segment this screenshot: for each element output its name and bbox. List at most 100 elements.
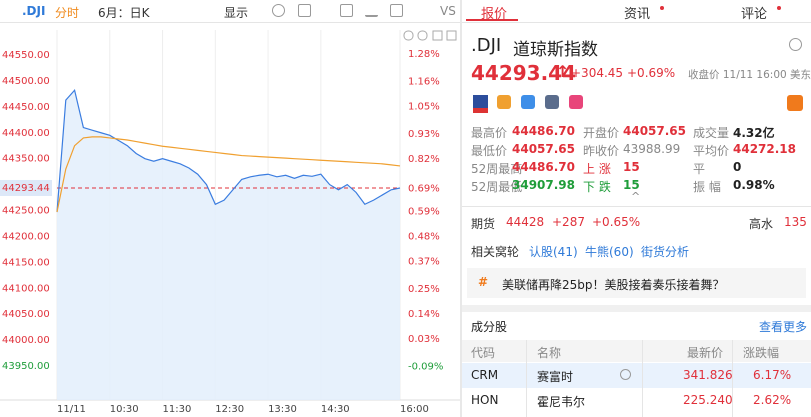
undo-icon bbox=[403, 30, 414, 41]
stat-label: 平 bbox=[693, 162, 706, 176]
y-tick-label: 44100.00 bbox=[2, 283, 50, 294]
stat-label: 振 幅 bbox=[693, 180, 721, 194]
row-price: 225.240 bbox=[683, 393, 733, 407]
row-price: 341.826 bbox=[683, 368, 733, 382]
y2-tick-label: 0.48% bbox=[408, 231, 440, 242]
x-tick-label: 13:30 bbox=[268, 404, 297, 415]
row-name: 赛富时 bbox=[537, 370, 574, 384]
symbol[interactable]: .DJI bbox=[22, 4, 46, 18]
y-tick-label: 44200.00 bbox=[2, 231, 50, 242]
row-code: CRM bbox=[471, 368, 499, 382]
quote-change-pct: +0.69% bbox=[627, 66, 676, 80]
quote-price: 44293.44 bbox=[471, 61, 577, 85]
stat-label: 上 涨 bbox=[583, 162, 611, 176]
draw-icon[interactable] bbox=[365, 4, 378, 17]
y2-tick-label: 0.69% bbox=[408, 183, 440, 194]
stat-value: 0.98% bbox=[733, 178, 775, 192]
y2-tick-label: 1.28% bbox=[408, 49, 440, 60]
stat-value: 44057.65 bbox=[623, 124, 687, 138]
y-tick-label: 44350.00 bbox=[2, 154, 50, 165]
futures-price: 44428 bbox=[506, 215, 545, 229]
futures-change-pct: +0.65% bbox=[592, 215, 641, 229]
checkbox-icon[interactable] bbox=[298, 4, 311, 17]
display-menu[interactable]: 显示 bbox=[224, 6, 249, 20]
y2-tick-label: 0.59% bbox=[408, 206, 440, 217]
badge-icon[interactable] bbox=[497, 95, 511, 109]
y-tick-label: 44050.00 bbox=[2, 309, 50, 320]
tabs-divider bbox=[462, 22, 811, 23]
link[interactable]: 牛熊(60) bbox=[585, 245, 634, 259]
stat-label: 下 跌 bbox=[583, 180, 611, 194]
fullscreen-icon[interactable] bbox=[390, 4, 403, 17]
y-tick-label: 43950.00 bbox=[2, 361, 50, 372]
see-more-link[interactable]: 查看更多 bbox=[759, 320, 808, 334]
y2-tick-label: 0.03% bbox=[408, 334, 440, 345]
selected-row[interactable] bbox=[462, 363, 811, 388]
favorite-icon[interactable] bbox=[569, 95, 583, 109]
unread-dot bbox=[660, 6, 664, 10]
up-arrow: ↑ bbox=[556, 62, 570, 81]
stat-label: 平均价 bbox=[693, 144, 730, 158]
table-header bbox=[462, 340, 811, 362]
us-flag bbox=[473, 95, 488, 113]
average-line bbox=[56, 136, 401, 213]
row-code: HON bbox=[471, 393, 499, 407]
y-tick-label: 44000.00 bbox=[2, 335, 50, 346]
stat-value: 44272.18 bbox=[733, 142, 797, 156]
quote-symbol: .DJI bbox=[471, 35, 502, 56]
y-tick-label: 44150.00 bbox=[2, 257, 50, 268]
y2-tick-label: 0.82% bbox=[408, 154, 440, 165]
y-tick-label: 44293.44 bbox=[2, 183, 50, 194]
x-tick-label: 10:30 bbox=[110, 404, 139, 415]
camera-icon[interactable] bbox=[340, 4, 353, 17]
compare-button[interactable]: VS bbox=[440, 4, 456, 18]
stat-value: 15 bbox=[623, 178, 640, 192]
divider bbox=[462, 206, 811, 207]
x-tick-label: 11/11 bbox=[57, 404, 86, 415]
x-tick-label: 11:30 bbox=[163, 404, 192, 415]
price-area bbox=[57, 90, 400, 400]
tool-icon bbox=[432, 30, 443, 41]
section-gap bbox=[462, 305, 811, 312]
panel-divider bbox=[460, 0, 462, 417]
settings-icon[interactable] bbox=[789, 38, 802, 51]
doc-icon[interactable] bbox=[545, 95, 559, 109]
news-box[interactable] bbox=[467, 268, 806, 298]
tab[interactable]: 资讯 bbox=[624, 7, 651, 22]
current-price-badge bbox=[0, 179, 52, 196]
settings-icon[interactable] bbox=[272, 4, 285, 17]
alert-icon[interactable] bbox=[787, 95, 803, 111]
column-divider bbox=[732, 340, 733, 417]
stat-value: 0 bbox=[733, 160, 742, 174]
mode-tab[interactable]: 分时 bbox=[55, 6, 80, 20]
column-header[interactable]: 涨跌幅 bbox=[743, 346, 780, 360]
stat-value: 44057.65 bbox=[512, 142, 576, 156]
column-divider bbox=[642, 340, 643, 417]
tab[interactable]: 报价 bbox=[481, 7, 508, 22]
stat-value: 44486.70 bbox=[512, 124, 576, 138]
y2-tick-label: 1.05% bbox=[408, 101, 440, 112]
news-headline[interactable]: 美联储再降25bp！美股接着奏乐接着舞？ bbox=[502, 278, 725, 292]
stat-value: 15 bbox=[623, 160, 640, 174]
intraday-chart: 11/11 10:30 11:30 12:30 13:30 14:30 16:00 44550… bbox=[0, 30, 460, 415]
hash-icon: # bbox=[478, 275, 489, 289]
link[interactable]: 认股(41) bbox=[529, 245, 578, 259]
stat-label: 最低价 bbox=[471, 144, 508, 158]
expand-caret[interactable]: ^ bbox=[631, 190, 641, 203]
y-tick-label: 44450.00 bbox=[2, 102, 50, 113]
link-label: 相关窝轮 bbox=[471, 245, 520, 259]
period-tab[interactable]: 6月：日K bbox=[98, 6, 150, 20]
tag-icon[interactable] bbox=[521, 95, 535, 109]
stat-label: 最高价 bbox=[471, 126, 508, 140]
toolbar-divider bbox=[0, 22, 460, 23]
futures-label: 期货 bbox=[471, 217, 496, 231]
row-name: 霍尼韦尔 bbox=[537, 395, 586, 409]
quote-change: +304.45 bbox=[571, 66, 624, 80]
link[interactable]: 街货分析 bbox=[641, 245, 690, 259]
premium-label: 高水 bbox=[749, 217, 774, 231]
watch-icon[interactable] bbox=[620, 369, 631, 380]
y-tick-label: 44550.00 bbox=[2, 50, 50, 61]
stat-value: 4.32亿 bbox=[733, 126, 775, 140]
tab[interactable]: 评论 bbox=[741, 7, 768, 22]
